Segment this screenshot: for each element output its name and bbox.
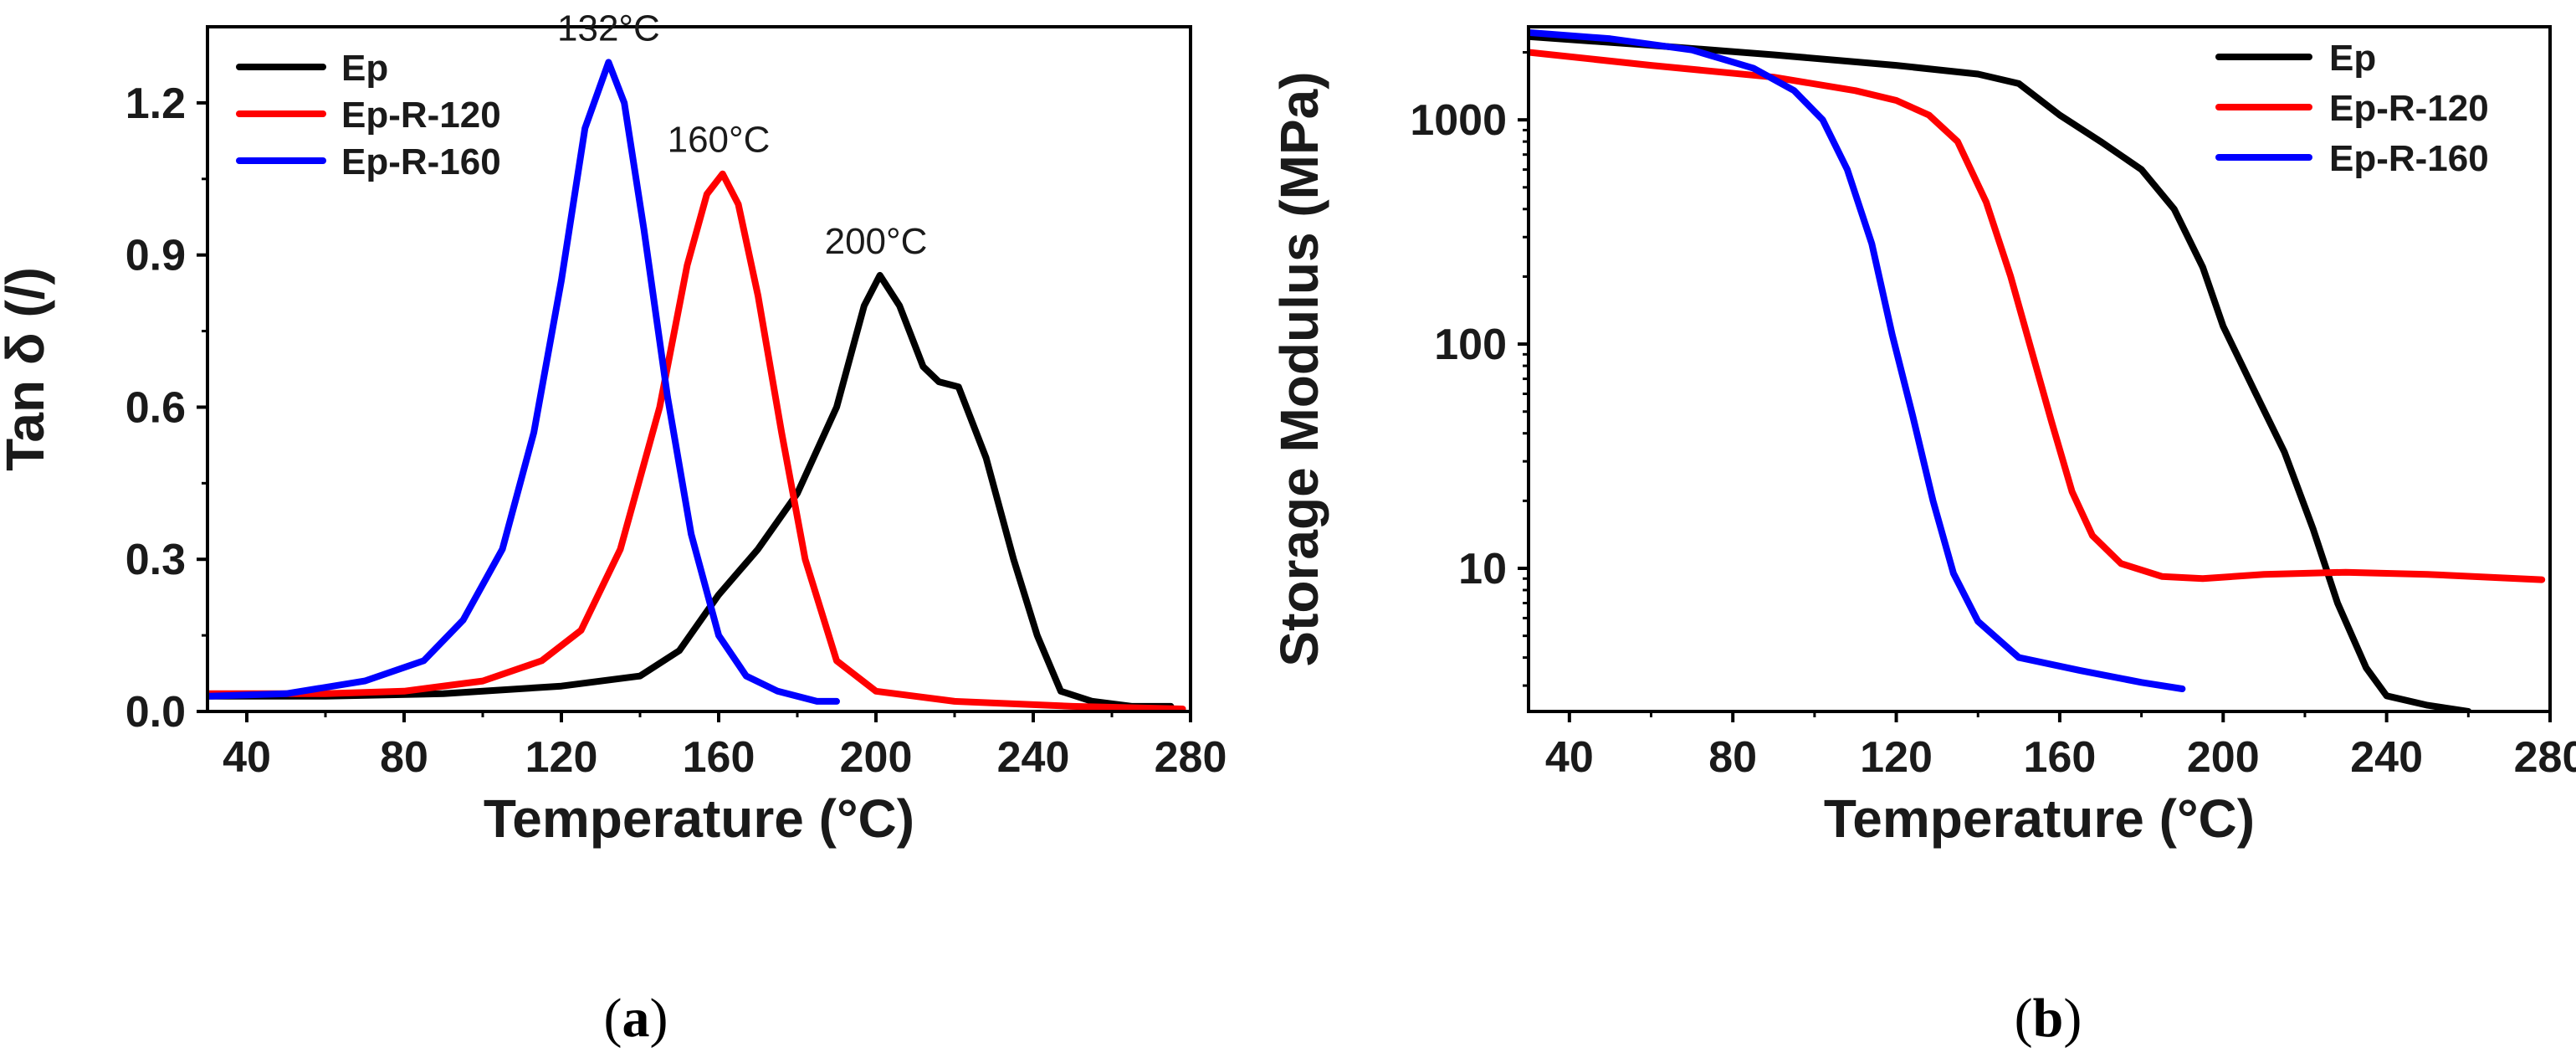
legend-label-ep: Ep	[341, 48, 388, 89]
y-tick-label: 0.9	[125, 232, 186, 280]
y-tick-label: 0.6	[125, 383, 186, 432]
peak-annotation: 160°C	[668, 120, 771, 161]
plot-frame	[206, 25, 1192, 713]
legend-label-ep-r-120: Ep-R-120	[341, 95, 501, 136]
series-line-ep-r-120	[207, 170, 1186, 711]
series-line-ep-r-160	[207, 59, 840, 705]
legend: Ep Ep-R-120 Ep-R-160	[2215, 38, 2489, 179]
x-tick-label: 120	[525, 733, 598, 782]
x-tick-label: 240	[2350, 733, 2423, 782]
series-line-ep	[207, 271, 1175, 710]
x-axis-title: Temperature (°C)	[484, 788, 914, 849]
peak-annotation: 132°C	[557, 8, 660, 49]
peak-annotation: 200°C	[825, 221, 928, 262]
legend: Ep Ep-R-120 Ep-R-160	[236, 48, 501, 182]
panel-b-storage-modulus-chart: 40 80 120 160 200 240 280 10 100 1000 Temperature …	[1269, 25, 2576, 1049]
series-line-ep-r-160	[1529, 28, 2186, 692]
y-tick-label: 0.0	[125, 688, 186, 737]
series-line-ep-r-120	[1529, 49, 2546, 583]
series-line-ep	[1529, 33, 2472, 711]
legend-label-ep-r-160: Ep-R-160	[341, 141, 501, 182]
x-tick-label: 280	[1155, 733, 1227, 782]
x-tick-label: 80	[1708, 733, 1757, 782]
x-tick-label: 160	[683, 733, 755, 782]
x-tick-label: 200	[840, 733, 913, 782]
x-tick-label: 280	[2514, 733, 2576, 782]
x-tick-label: 120	[1860, 733, 1933, 782]
x-tick-label: 200	[2187, 733, 2260, 782]
x-axis-title: Temperature (°C)	[1824, 788, 2255, 849]
y-tick-label: 10	[1458, 545, 1507, 593]
x-tick-label: 80	[380, 733, 428, 782]
legend-label-ep-r-160: Ep-R-160	[2329, 138, 2489, 179]
legend-label-ep-r-120: Ep-R-120	[2329, 88, 2489, 129]
x-tick-label: 40	[1545, 733, 1594, 782]
y-tick-label: 0.3	[125, 536, 186, 584]
panel-a-tan-delta-chart: 40 80 120 160 200 240 280 0.0 0.3 0.6 0.9 1.2 Temper…	[0, 8, 1227, 1049]
x-tick-label: 240	[997, 733, 1070, 782]
y-axis-title: Tan δ (/)	[0, 267, 55, 471]
x-tick-label: 160	[2024, 733, 2097, 782]
legend-label-ep: Ep	[2329, 38, 2376, 79]
plot-frame	[1527, 25, 2552, 713]
y-tick-label: 1000	[1410, 96, 1507, 145]
y-axis-title: Storage Modulus (MPa)	[1269, 71, 1329, 666]
y-tick-label: 1.2	[125, 80, 186, 128]
panel-caption: (b)	[2015, 988, 2082, 1049]
x-tick-label: 40	[223, 733, 271, 782]
y-tick-label: 100	[1434, 321, 1507, 369]
panel-caption: (a)	[604, 988, 668, 1049]
